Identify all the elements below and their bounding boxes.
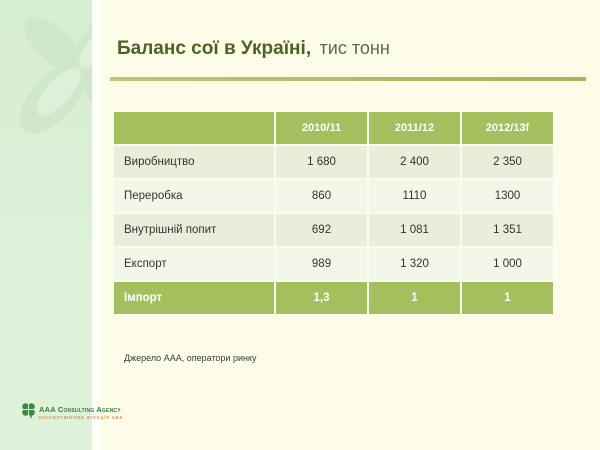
cell-value: 1,3 bbox=[274, 280, 369, 316]
header-season-2011-12: 2011/12 bbox=[367, 110, 462, 146]
cell-value: 1 081 bbox=[367, 212, 462, 248]
cell-value: 692 bbox=[274, 212, 369, 248]
clover-watermark-icon bbox=[19, 4, 92, 134]
table-row-processing: Переробка 860 1110 1300 bbox=[112, 178, 555, 214]
table-row-production: Виробництво 1 680 2 400 2 350 bbox=[112, 144, 555, 180]
cell-value: 1 351 bbox=[460, 212, 555, 248]
title-unit: тис тонн bbox=[319, 38, 390, 58]
title-text: Баланс сої в Україні, bbox=[117, 38, 312, 59]
clover-logo-icon bbox=[22, 403, 35, 418]
table-row-export: Експорт 989 1 320 1 000 bbox=[112, 246, 555, 282]
header-empty-cell bbox=[112, 110, 276, 146]
header-season-2012-13f: 2012/13f bbox=[460, 110, 555, 146]
header-season-2010-11: 2010/11 bbox=[274, 110, 369, 146]
title-underline bbox=[110, 77, 586, 81]
balance-table: 2010/11 2011/12 2012/13f Виробництво 1 6… bbox=[112, 110, 555, 316]
table-row-import: Імпорт 1,3 1 1 bbox=[112, 280, 555, 316]
cell-value: 2 400 bbox=[367, 144, 462, 180]
row-label: Переробка bbox=[112, 178, 276, 214]
sidebar-decoration bbox=[0, 0, 92, 450]
cell-value: 1110 bbox=[367, 178, 462, 214]
cell-value: 1 000 bbox=[460, 246, 555, 282]
row-label: Експорт bbox=[112, 246, 276, 282]
table-row-domestic-demand: Внутрішній попит 692 1 081 1 351 bbox=[112, 212, 555, 248]
row-label: Імпорт bbox=[112, 280, 276, 316]
cell-value: 989 bbox=[274, 246, 369, 282]
cell-value: 860 bbox=[274, 178, 369, 214]
logo-tagline: консалтингова агенція ааа bbox=[39, 415, 124, 421]
cell-value: 1 bbox=[367, 280, 462, 316]
page-title: Баланс сої в Україні, тис тонн bbox=[117, 38, 390, 60]
sidebar-divider bbox=[92, 0, 101, 450]
cell-value: 2 350 bbox=[460, 144, 555, 180]
cell-value: 1300 bbox=[460, 178, 555, 214]
source-note: Джерело ААА, оператори ринку bbox=[124, 353, 257, 363]
table-header-row: 2010/11 2011/12 2012/13f bbox=[112, 110, 555, 146]
row-label: Внутрішній попит bbox=[112, 212, 276, 248]
cell-value: 1 320 bbox=[367, 246, 462, 282]
company-logo: AAA Consulting Agency консалтингова аген… bbox=[21, 402, 123, 421]
logo-name: AAA Consulting Agency bbox=[39, 405, 121, 414]
row-label: Виробництво bbox=[112, 144, 276, 180]
cell-value: 1 bbox=[460, 280, 555, 316]
logo-text-block: AAA Consulting Agency консалтингова аген… bbox=[39, 402, 123, 421]
cell-value: 1 680 bbox=[274, 144, 369, 180]
